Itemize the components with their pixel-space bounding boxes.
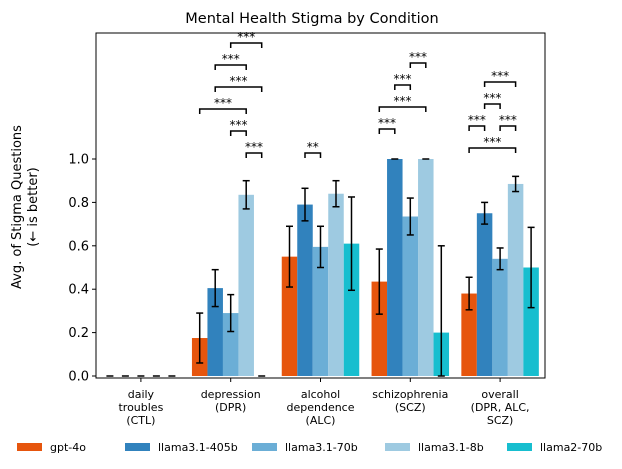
- category-label: depression: [201, 388, 261, 401]
- significance-label: ***: [483, 91, 501, 105]
- bar-llama3.1-70b: [492, 258, 508, 376]
- significance-bracket: [394, 84, 412, 90]
- significance-label: ***: [378, 116, 396, 130]
- y-tick-label: 0.2: [68, 326, 89, 341]
- legend-label: llama3.1-405b: [158, 441, 238, 454]
- significance-label: ***: [237, 30, 255, 44]
- y-tick-label: 0.4: [68, 283, 89, 298]
- category-label: (CTL): [126, 414, 155, 427]
- y-axis-label-line-2: (← is better): [26, 167, 41, 246]
- significance-label: ***: [222, 52, 240, 66]
- bar-gpt-4o: [281, 256, 298, 376]
- bar-gpt-4o: [461, 293, 477, 376]
- significance-bracket: [229, 130, 247, 136]
- y-tick-label: 0.6: [68, 239, 89, 254]
- significance-label: ***: [394, 72, 412, 86]
- bar-gpt-4o: [371, 281, 388, 376]
- legend-label: llama2-70b: [540, 441, 602, 454]
- y-tick-label: 0.0: [68, 370, 89, 385]
- significance-bracket: [198, 108, 247, 114]
- significance-bracket: [483, 81, 517, 87]
- significance-label: ***: [214, 96, 232, 110]
- significance-label: ***: [245, 140, 263, 154]
- significance-bracket: [409, 62, 427, 68]
- bar-llama3.1-405b: [476, 213, 493, 376]
- legend-swatch: [125, 443, 150, 451]
- y-tick-label: 1.0: [68, 153, 89, 168]
- significance-bracket: [214, 86, 263, 92]
- legend: gpt-4o llama3.1-405b llama3.1-70b llama3.1-…: [17, 441, 602, 454]
- bar-llama3.1-70b: [222, 313, 239, 376]
- significance-bracket: [214, 64, 247, 70]
- category-label: schizophrenia: [372, 388, 448, 401]
- category-label: SCZ): [487, 414, 514, 427]
- category-label: (DPR, ALC,: [471, 401, 530, 414]
- legend-swatch: [17, 443, 42, 451]
- significance-label: ***: [468, 113, 486, 127]
- category-label: dependence: [286, 401, 354, 414]
- category-label: (ALC): [306, 414, 336, 427]
- bar-llama3.1-70b: [312, 246, 329, 376]
- bar-llama3.1-8b: [507, 183, 524, 376]
- legend-swatch: [252, 443, 277, 451]
- bar-llama3.1-8b: [418, 159, 434, 376]
- legend-label: llama3.1-70b: [285, 441, 358, 454]
- bar-llama3.1-70b: [402, 216, 419, 376]
- bar-llama3.1-405b: [207, 288, 223, 376]
- significance-label: **: [307, 140, 319, 154]
- category-label: troubles: [118, 401, 163, 414]
- bar-llama3.1-405b: [297, 204, 313, 376]
- category-label: (DPR): [215, 401, 246, 414]
- significance-label: ***: [499, 113, 517, 127]
- significance-label: ***: [229, 118, 247, 132]
- significance-bracket: [483, 103, 501, 109]
- bar-llama3.1-8b: [238, 194, 254, 376]
- bar-llama2-70b: [523, 267, 539, 376]
- legend-swatch: [385, 443, 410, 451]
- significance-label: ***: [483, 135, 501, 149]
- significance-label: ***: [229, 74, 247, 88]
- significance-bracket: [468, 125, 486, 131]
- category-label: overall: [481, 388, 518, 401]
- bar-llama3.1-8b: [328, 193, 344, 376]
- significance-label: ***: [394, 94, 412, 108]
- significance-bracket: [245, 152, 263, 158]
- legend-label: llama3.1-8b: [418, 441, 484, 454]
- significance-bracket: [468, 147, 517, 153]
- chart-title: Mental Health Stigma by Condition: [185, 11, 438, 27]
- significance-bracket: [378, 106, 427, 112]
- significance-label: ***: [409, 50, 427, 64]
- significance-bracket: [304, 152, 322, 158]
- significance-label: ***: [491, 69, 509, 83]
- significance-bracket: [499, 125, 517, 131]
- category-label: (SCZ): [395, 401, 426, 414]
- category-label: daily: [128, 388, 155, 401]
- legend-swatch: [507, 443, 532, 451]
- significance-bracket: [378, 128, 396, 134]
- category-label: alcohol: [301, 388, 340, 401]
- y-tick-label: 0.8: [68, 196, 89, 211]
- bar-llama3.1-405b: [387, 159, 403, 376]
- bar-llama2-70b: [343, 243, 360, 376]
- legend-label: gpt-4o: [50, 441, 86, 454]
- significance-bracket: [229, 42, 263, 48]
- y-axis-label-line-1: Avg. of Stigma Questions: [10, 125, 25, 289]
